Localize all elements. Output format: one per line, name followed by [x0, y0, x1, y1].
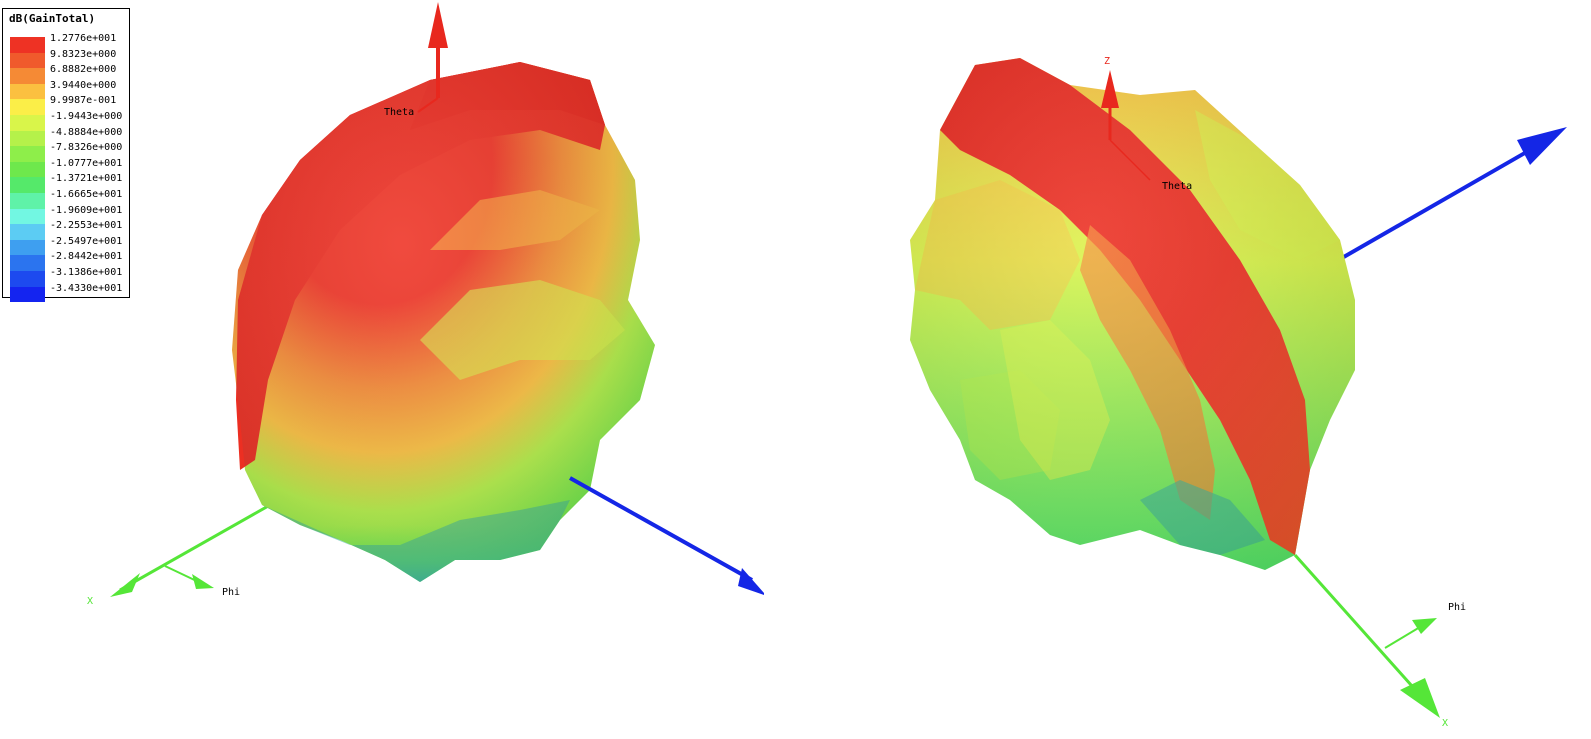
right-pattern-shading — [910, 58, 1355, 570]
right-y-axis-line — [1334, 148, 1531, 264]
right-phi-label: Phi — [1448, 602, 1466, 613]
left-x-axis-arrow — [110, 573, 140, 597]
left-z-axis-arrow — [428, 2, 448, 48]
left-phi-label: Phi — [222, 587, 240, 598]
left-theta-arrow — [417, 97, 439, 113]
right-x-axis-line — [1293, 554, 1422, 696]
left-x-axis-line — [119, 503, 271, 592]
right-x-axis-arrow — [1400, 678, 1440, 718]
left-theta-label: Theta — [384, 107, 414, 118]
gain-legend: dB(GainTotal) 1.2776e+001 9.8323e+000 6.88… — [2, 8, 130, 303]
legend-swatch — [10, 177, 45, 193]
legend-swatch — [10, 193, 45, 209]
legend-value: 6.8882e+000 — [50, 64, 117, 76]
legend-value: -2.2553e+001 — [50, 220, 123, 232]
legend-swatch — [10, 271, 45, 287]
legend-swatch — [10, 99, 45, 115]
legend-swatch — [10, 255, 45, 271]
legend-value: -1.9609e+001 — [50, 204, 123, 216]
legend-swatch — [10, 52, 45, 69]
left-y-axis-arrow — [738, 568, 764, 595]
left-pattern-view[interactable]: Theta Phi X — [87, 2, 764, 607]
right-phi-arrow-head — [1412, 618, 1437, 634]
legend-swatch — [10, 130, 45, 147]
right-theta-label: Theta — [1162, 181, 1192, 192]
legend-value: -4.8884e+000 — [50, 126, 123, 138]
legend-swatch — [10, 224, 45, 240]
legend-swatch — [10, 115, 45, 131]
legend-swatch — [10, 239, 45, 256]
legend-swatch — [10, 161, 45, 178]
left-phi-arrow-head — [192, 574, 214, 589]
legend-swatch — [10, 286, 45, 303]
legend-value: 9.9987e-001 — [50, 95, 117, 107]
right-y-axis-arrow — [1517, 127, 1567, 165]
legend-swatch — [10, 146, 45, 162]
legend-value: -3.1386e+001 — [50, 267, 123, 278]
right-z-axis-arrow — [1101, 70, 1119, 108]
right-theta-arrow — [1109, 139, 1151, 181]
legend-value: -3.4330e+001 — [50, 282, 123, 294]
right-pattern-view[interactable]: Z Theta Phi X — [910, 56, 1567, 729]
left-y-axis-line — [569, 476, 753, 582]
legend-swatch — [10, 68, 45, 84]
left-x-label: X — [87, 596, 93, 607]
legend-title: dB(GainTotal) — [9, 12, 96, 25]
legend-value: 3.9440e+000 — [50, 79, 117, 91]
legend-value: -2.8442e+001 — [50, 251, 123, 263]
legend-value: -1.3721e+001 — [50, 173, 123, 185]
legend-value: -1.6665e+001 — [50, 189, 123, 200]
legend-value: -1.0777e+001 — [50, 157, 123, 169]
legend-swatch — [10, 208, 45, 225]
legend-value: -7.8326e+000 — [50, 142, 123, 154]
left-pattern-shading — [232, 62, 655, 582]
legend-value: 9.8323e+000 — [50, 48, 117, 60]
legend-swatch — [10, 83, 45, 100]
legend-value: 1.2776e+001 — [50, 33, 117, 44]
legend-value: -1.9443e+000 — [50, 111, 123, 122]
right-z-label: Z — [1104, 56, 1110, 67]
legend-swatch — [10, 37, 45, 53]
legend-value: -2.5497e+001 — [50, 235, 123, 247]
right-x-label: X — [1442, 718, 1448, 729]
